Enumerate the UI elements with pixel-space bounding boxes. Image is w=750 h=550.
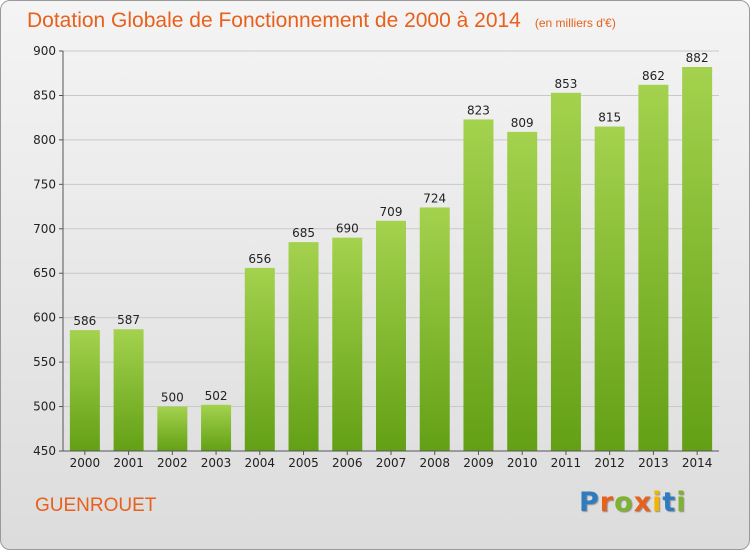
x-tick-label-2005: 2005 — [288, 456, 319, 470]
logo-letter: r — [599, 487, 615, 518]
city-name: GUENROUET — [35, 495, 157, 516]
data-label-2003: 502 — [205, 389, 228, 403]
data-label-2001: 587 — [117, 313, 140, 327]
bar-2008 — [419, 207, 450, 451]
x-tick-label-2011: 2011 — [551, 456, 582, 470]
bar-2010 — [507, 131, 538, 451]
y-tick-label: 900 — [33, 44, 56, 58]
bar-2013 — [638, 84, 669, 452]
logo-letter: i — [676, 487, 687, 518]
data-label-2008: 724 — [423, 191, 446, 205]
y-tick-label: 650 — [33, 266, 56, 280]
data-label-2002: 500 — [161, 391, 184, 405]
x-tick-label-2004: 2004 — [245, 456, 276, 470]
bar-2001 — [113, 329, 144, 451]
x-tick-label-2002: 2002 — [157, 456, 188, 470]
logo-letter: P — [579, 487, 600, 518]
y-tick-label: 850 — [33, 88, 56, 102]
bar-2012 — [594, 126, 625, 452]
data-label-2010: 809 — [511, 116, 534, 130]
data-label-2013: 862 — [642, 69, 665, 83]
data-label-2009: 823 — [467, 103, 490, 117]
data-label-2006: 690 — [336, 222, 359, 236]
logo-letter: i — [652, 487, 663, 518]
bar-2011 — [550, 92, 581, 452]
bar-2004 — [244, 267, 275, 451]
bar-2009 — [463, 119, 494, 451]
bars — [69, 67, 713, 452]
data-label-2007: 709 — [380, 205, 403, 219]
bar-2014 — [682, 67, 713, 451]
chart-title: Dotation Globale de Fonctionnement de 20… — [27, 9, 616, 33]
x-tick-label-2000: 2000 — [70, 456, 101, 470]
axes — [59, 50, 719, 455]
x-tick-label-2009: 2009 — [463, 456, 494, 470]
data-label-2005: 685 — [292, 226, 315, 240]
data-label-2012: 815 — [598, 111, 621, 125]
x-tick-label-2003: 2003 — [201, 456, 232, 470]
proxiti-logo: Proxiti — [579, 487, 687, 518]
y-tick-label: 500 — [33, 400, 56, 414]
y-tick-label: 700 — [33, 222, 56, 236]
bar-2000 — [69, 330, 100, 451]
y-tick-label: 750 — [33, 177, 56, 191]
x-tick-label-2013: 2013 — [638, 456, 669, 470]
chart-subtitle: (en milliers d'€) — [534, 16, 616, 30]
data-label-2011: 853 — [554, 77, 577, 91]
logo-letter: o — [614, 487, 634, 518]
data-label-2000: 586 — [73, 314, 96, 328]
x-tick-label-2008: 2008 — [419, 456, 450, 470]
y-tick-label: 800 — [33, 133, 56, 147]
x-tick-label-2010: 2010 — [507, 456, 538, 470]
bar-2002 — [157, 406, 188, 451]
x-tick-label-2012: 2012 — [594, 456, 625, 470]
x-tick-label-2014: 2014 — [682, 456, 713, 470]
logo-letter: x — [633, 487, 653, 518]
logo-letter: t — [662, 487, 677, 518]
y-tick-label: 450 — [33, 444, 56, 458]
x-tick-label-2006: 2006 — [332, 456, 363, 470]
data-label-2004: 656 — [248, 252, 271, 266]
bar-2003 — [201, 404, 232, 451]
labels: 450 500 550 600 650 700 750 800 850 900 586 2000 587… — [33, 44, 712, 470]
x-tick-label-2001: 2001 — [113, 456, 144, 470]
bar-2006 — [332, 237, 363, 451]
bar-2007 — [376, 220, 406, 451]
y-tick-label: 550 — [33, 355, 56, 369]
data-label-2014: 882 — [686, 51, 709, 65]
x-tick-label-2007: 2007 — [376, 456, 407, 470]
title-text: Dotation Globale de Fonctionnement de 20… — [27, 9, 521, 32]
bar-2005 — [288, 242, 319, 451]
y-tick-label: 600 — [33, 311, 56, 325]
